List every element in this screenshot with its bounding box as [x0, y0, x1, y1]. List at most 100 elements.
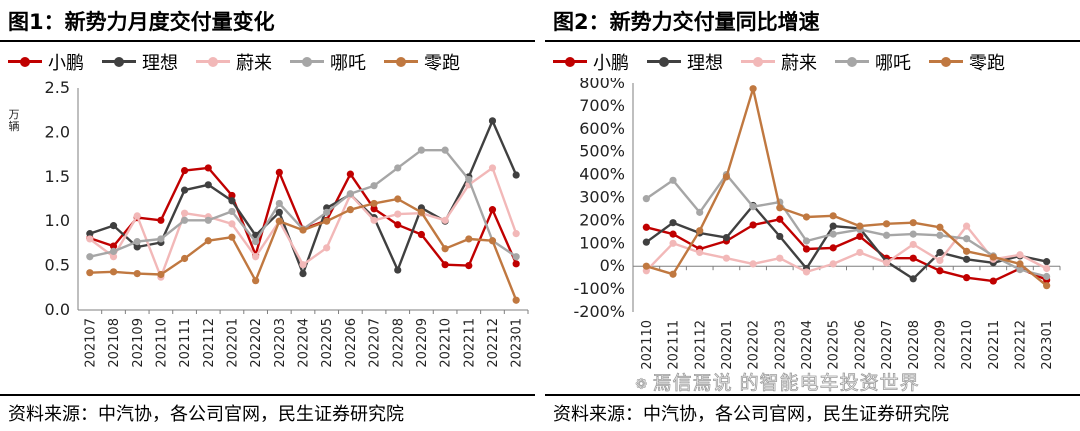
- chart-title: 图1：新势力月度交付量变化: [8, 10, 275, 34]
- data-point: [275, 208, 283, 216]
- x-tick-label: 202212: [486, 318, 501, 368]
- x-tick-label: 202206: [853, 320, 868, 370]
- legend-item: 零跑: [929, 49, 1005, 75]
- data-point: [776, 204, 784, 212]
- data-point: [370, 216, 378, 224]
- data-point: [441, 146, 449, 154]
- data-point: [417, 146, 426, 154]
- data-point: [909, 219, 917, 227]
- legend-label: 哪吒: [330, 52, 366, 74]
- series-line: [89, 148, 517, 258]
- data-point: [909, 240, 917, 249]
- data-point: [86, 230, 94, 238]
- x-tick-label: 202209: [933, 320, 948, 370]
- legend-item: 理想: [102, 49, 178, 75]
- top-rule: [545, 40, 1080, 42]
- legend-item: 蔚来: [196, 49, 272, 75]
- data-point: [642, 195, 650, 203]
- y-tick-label: 500%: [579, 142, 625, 161]
- data-point: [228, 191, 236, 200]
- data-point: [394, 164, 402, 172]
- legend-item: 哪吒: [290, 49, 366, 75]
- data-point: [441, 245, 449, 253]
- y-tick-label: 300%: [579, 188, 625, 207]
- data-point: [749, 85, 757, 93]
- data-point: [109, 242, 118, 250]
- legend-marker: [565, 56, 575, 67]
- x-tick-label: 202108: [107, 318, 122, 368]
- y-tick-label: 700%: [579, 96, 625, 115]
- legend-item: 零跑: [384, 49, 460, 75]
- data-point: [275, 217, 283, 225]
- data-point: [323, 208, 331, 216]
- series-line: [645, 224, 1048, 274]
- data-point: [109, 268, 118, 276]
- data-point: [512, 253, 520, 261]
- legend-label: 小鹏: [593, 52, 629, 74]
- series-line: [646, 218, 1048, 283]
- source-note: 资料来源：中汽协，各公司官网，民生证券研究院: [553, 404, 949, 425]
- data-point: [157, 216, 165, 224]
- data-point: [882, 259, 891, 267]
- data-point: [1043, 264, 1051, 273]
- data-point: [962, 235, 971, 243]
- legend-label: 蔚来: [236, 52, 272, 74]
- x-tick-label: 202301: [1040, 320, 1055, 370]
- x-tick-label: 202112: [693, 320, 708, 370]
- data-point: [109, 247, 118, 255]
- data-point: [465, 262, 473, 270]
- y-tick-label: 600%: [579, 119, 625, 138]
- x-tick-label: 202202: [747, 320, 762, 370]
- data-point: [133, 269, 141, 278]
- series-零跑: [642, 85, 1051, 290]
- data-point: [696, 248, 704, 257]
- data-point: [465, 175, 473, 184]
- data-point: [1043, 272, 1051, 281]
- y-tick-label: 1.0: [45, 211, 70, 230]
- legend-item: 理想: [647, 49, 723, 75]
- legend-swatch: [102, 56, 136, 67]
- data-point: [252, 277, 260, 285]
- data-point: [829, 260, 837, 268]
- legend-marker: [208, 56, 218, 67]
- legend-item: 蔚来: [741, 49, 817, 75]
- legend-swatch: [196, 56, 230, 67]
- series-line: [645, 87, 1048, 287]
- legend-item: 小鹏: [553, 49, 629, 75]
- data-point: [882, 231, 891, 239]
- data-point: [299, 261, 307, 269]
- data-point: [642, 262, 650, 270]
- data-point: [936, 231, 944, 239]
- data-point: [909, 254, 917, 262]
- data-point: [1016, 251, 1024, 259]
- x-tick-label: 202201: [720, 320, 735, 370]
- legend-marker: [396, 56, 406, 67]
- data-point: [512, 171, 520, 179]
- data-point: [394, 266, 402, 274]
- data-point: [180, 216, 189, 224]
- data-point: [856, 248, 864, 257]
- legend-swatch: [8, 56, 42, 67]
- data-point: [642, 238, 650, 246]
- x-tick-label: 202202: [249, 318, 264, 368]
- x-tick-label: 202204: [297, 318, 312, 368]
- y-tick-label: 100%: [579, 233, 625, 252]
- legend-item: 小鹏: [8, 49, 84, 75]
- data-point: [157, 235, 165, 243]
- watermark: ❁ 焉信焉说 的智能电车投资世界: [635, 368, 920, 395]
- y-axis-unit: 万: [9, 108, 20, 121]
- legend-label: 蔚来: [781, 52, 817, 74]
- legend-label: 理想: [687, 52, 723, 74]
- x-tick-label: 202111: [178, 318, 193, 368]
- legend-swatch: [290, 56, 324, 67]
- series-小鹏: [642, 215, 1051, 285]
- data-point: [180, 209, 189, 217]
- data-point: [829, 244, 837, 252]
- legend-label: 小鹏: [48, 52, 84, 74]
- data-point: [465, 235, 473, 243]
- data-point: [722, 254, 731, 262]
- data-point: [829, 222, 837, 230]
- y-tick-label: 400%: [579, 165, 625, 184]
- data-point: [962, 255, 971, 263]
- data-point: [299, 269, 307, 278]
